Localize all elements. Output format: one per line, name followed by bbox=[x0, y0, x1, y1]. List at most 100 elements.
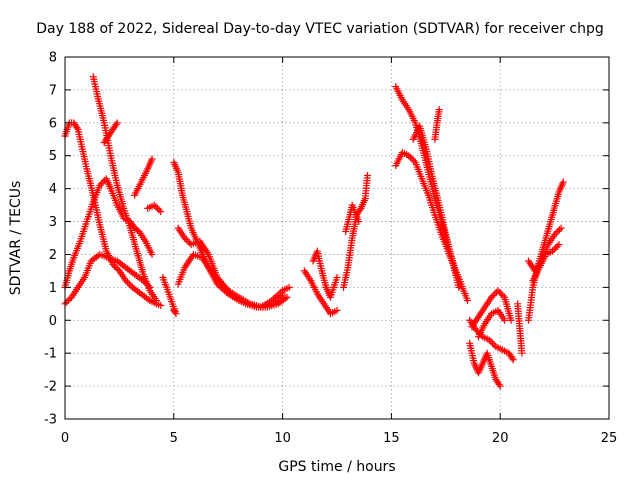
data-point bbox=[355, 218, 363, 226]
data-point bbox=[66, 295, 74, 303]
data-point bbox=[435, 106, 443, 114]
y-tick-label: -3 bbox=[44, 413, 57, 428]
data-point bbox=[507, 316, 515, 324]
data-point bbox=[275, 290, 283, 298]
data-point bbox=[410, 157, 418, 165]
data-point bbox=[148, 155, 156, 163]
data-point bbox=[548, 247, 556, 255]
data-point bbox=[508, 354, 516, 362]
data-point bbox=[487, 338, 495, 346]
data-point bbox=[487, 293, 495, 301]
data-point bbox=[496, 288, 504, 296]
y-tick-label: 1 bbox=[49, 281, 57, 296]
data-point bbox=[152, 297, 160, 305]
data-point bbox=[114, 265, 122, 273]
data-point bbox=[551, 231, 559, 239]
data-point bbox=[64, 297, 72, 305]
data-point bbox=[141, 278, 149, 286]
y-tick-label: -2 bbox=[44, 380, 57, 395]
data-point bbox=[333, 306, 341, 314]
data-point bbox=[122, 277, 130, 285]
data-point bbox=[99, 178, 107, 186]
data-point bbox=[112, 120, 120, 128]
y-tick-label: -1 bbox=[44, 347, 57, 362]
plot-frame bbox=[64, 56, 610, 420]
chart-title: Day 188 of 2022, Sidereal Day-to-day VTE… bbox=[36, 21, 604, 37]
grid-lines bbox=[65, 57, 609, 419]
data-point bbox=[144, 282, 152, 290]
x-tick-label: 10 bbox=[274, 431, 291, 446]
data-point bbox=[495, 380, 503, 388]
x-tick-label: 0 bbox=[61, 431, 69, 446]
data-point bbox=[285, 283, 293, 291]
data-points bbox=[61, 73, 567, 390]
data-point bbox=[550, 246, 558, 254]
y-axis-label: SDTVAR / TECUs bbox=[8, 181, 24, 296]
data-point bbox=[273, 292, 281, 300]
data-point bbox=[554, 227, 562, 235]
data-point bbox=[464, 297, 472, 305]
y-tick-label: 8 bbox=[49, 51, 57, 66]
x-tick-label: 5 bbox=[170, 431, 178, 446]
y-axis-ticks: -3 -2 -1 0 1 2 3 4 5 6 7 8 bbox=[44, 51, 609, 428]
data-point bbox=[485, 336, 493, 344]
data-point bbox=[489, 292, 497, 300]
data-point bbox=[406, 153, 414, 161]
data-point bbox=[490, 341, 498, 349]
data-point bbox=[271, 293, 279, 301]
data-point bbox=[113, 119, 121, 127]
x-tick-label: 15 bbox=[383, 431, 400, 446]
data-point bbox=[127, 282, 135, 290]
data-point bbox=[553, 242, 561, 250]
data-point bbox=[501, 316, 509, 324]
data-point bbox=[150, 201, 158, 209]
data-point bbox=[182, 236, 190, 244]
y-tick-label: 6 bbox=[49, 116, 57, 131]
data-point bbox=[125, 280, 133, 288]
y-tick-label: 2 bbox=[49, 248, 57, 263]
data-point bbox=[494, 287, 502, 295]
data-point bbox=[63, 298, 71, 306]
data-point bbox=[552, 244, 560, 252]
data-point bbox=[496, 382, 504, 390]
data-point bbox=[363, 171, 371, 179]
y-tick-label: 7 bbox=[49, 83, 57, 98]
data-point bbox=[152, 203, 160, 211]
data-point bbox=[509, 356, 517, 364]
data-point bbox=[184, 237, 192, 245]
data-point bbox=[283, 293, 291, 301]
x-axis-label: GPS time / hours bbox=[278, 459, 395, 475]
data-point bbox=[148, 250, 156, 258]
data-point bbox=[139, 277, 147, 285]
data-point bbox=[489, 339, 497, 347]
x-axis-ticks: 0 5 10 15 20 25 bbox=[61, 57, 617, 446]
data-point bbox=[557, 224, 565, 232]
data-point bbox=[518, 349, 526, 357]
data-point bbox=[157, 301, 165, 309]
data-point bbox=[143, 280, 151, 288]
data-point bbox=[186, 239, 194, 247]
data-point bbox=[181, 234, 189, 242]
y-tick-label: 4 bbox=[49, 182, 57, 197]
data-point bbox=[491, 290, 499, 298]
data-point bbox=[146, 283, 154, 291]
data-point bbox=[455, 283, 463, 291]
data-point bbox=[405, 152, 413, 160]
data-point bbox=[499, 292, 507, 300]
data-point bbox=[157, 208, 165, 216]
data-point bbox=[155, 206, 163, 214]
data-point bbox=[159, 273, 167, 281]
data-point bbox=[124, 278, 132, 286]
data-point bbox=[97, 180, 105, 188]
data-point bbox=[73, 124, 81, 132]
y-tick-label: 0 bbox=[49, 314, 57, 329]
data-point bbox=[559, 178, 567, 186]
data-point bbox=[555, 226, 563, 234]
y-tick-label: 5 bbox=[49, 149, 57, 164]
data-point bbox=[555, 241, 563, 249]
data-point bbox=[153, 204, 161, 212]
data-point bbox=[333, 273, 341, 281]
data-point bbox=[112, 264, 120, 272]
data-point bbox=[96, 181, 104, 189]
